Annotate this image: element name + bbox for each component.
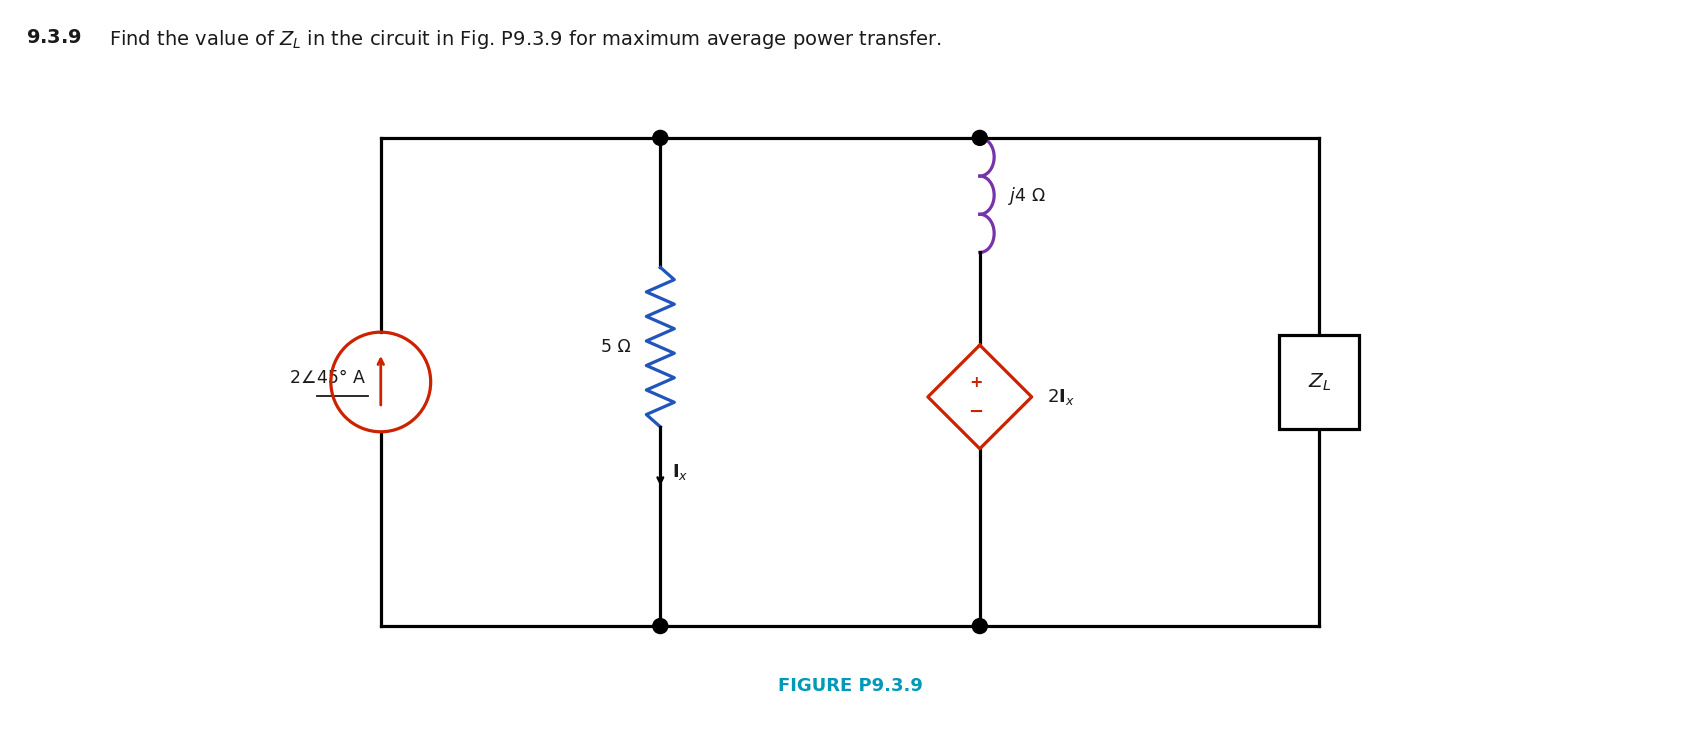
Text: $Z_L$: $Z_L$ (1308, 371, 1332, 393)
Circle shape (972, 131, 987, 146)
Circle shape (972, 619, 987, 633)
Text: $\mathbf{9.3.9}$: $\mathbf{9.3.9}$ (26, 28, 82, 47)
Text: Find the value of $Z_L$ in the circuit in Fig. P9.3.9 for maximum average power : Find the value of $Z_L$ in the circuit i… (109, 28, 941, 52)
Text: $\mathbf{I}_x$: $\mathbf{I}_x$ (672, 462, 689, 482)
Bar (1279, 335, 1359, 430)
Text: −: − (968, 403, 984, 421)
Text: 5 Ω: 5 Ω (600, 338, 631, 356)
Polygon shape (928, 345, 1032, 449)
Text: $j$4 Ω: $j$4 Ω (1008, 185, 1045, 207)
Text: 2$\angle$: 2$\angle$ (290, 369, 315, 387)
Circle shape (653, 619, 668, 633)
Text: FIGURE P9.3.9: FIGURE P9.3.9 (777, 677, 922, 695)
Text: 45° A: 45° A (317, 369, 365, 387)
Text: +: + (968, 376, 982, 391)
Text: 2$\mathbf{I}_x$: 2$\mathbf{I}_x$ (1047, 387, 1074, 407)
Circle shape (653, 131, 668, 146)
